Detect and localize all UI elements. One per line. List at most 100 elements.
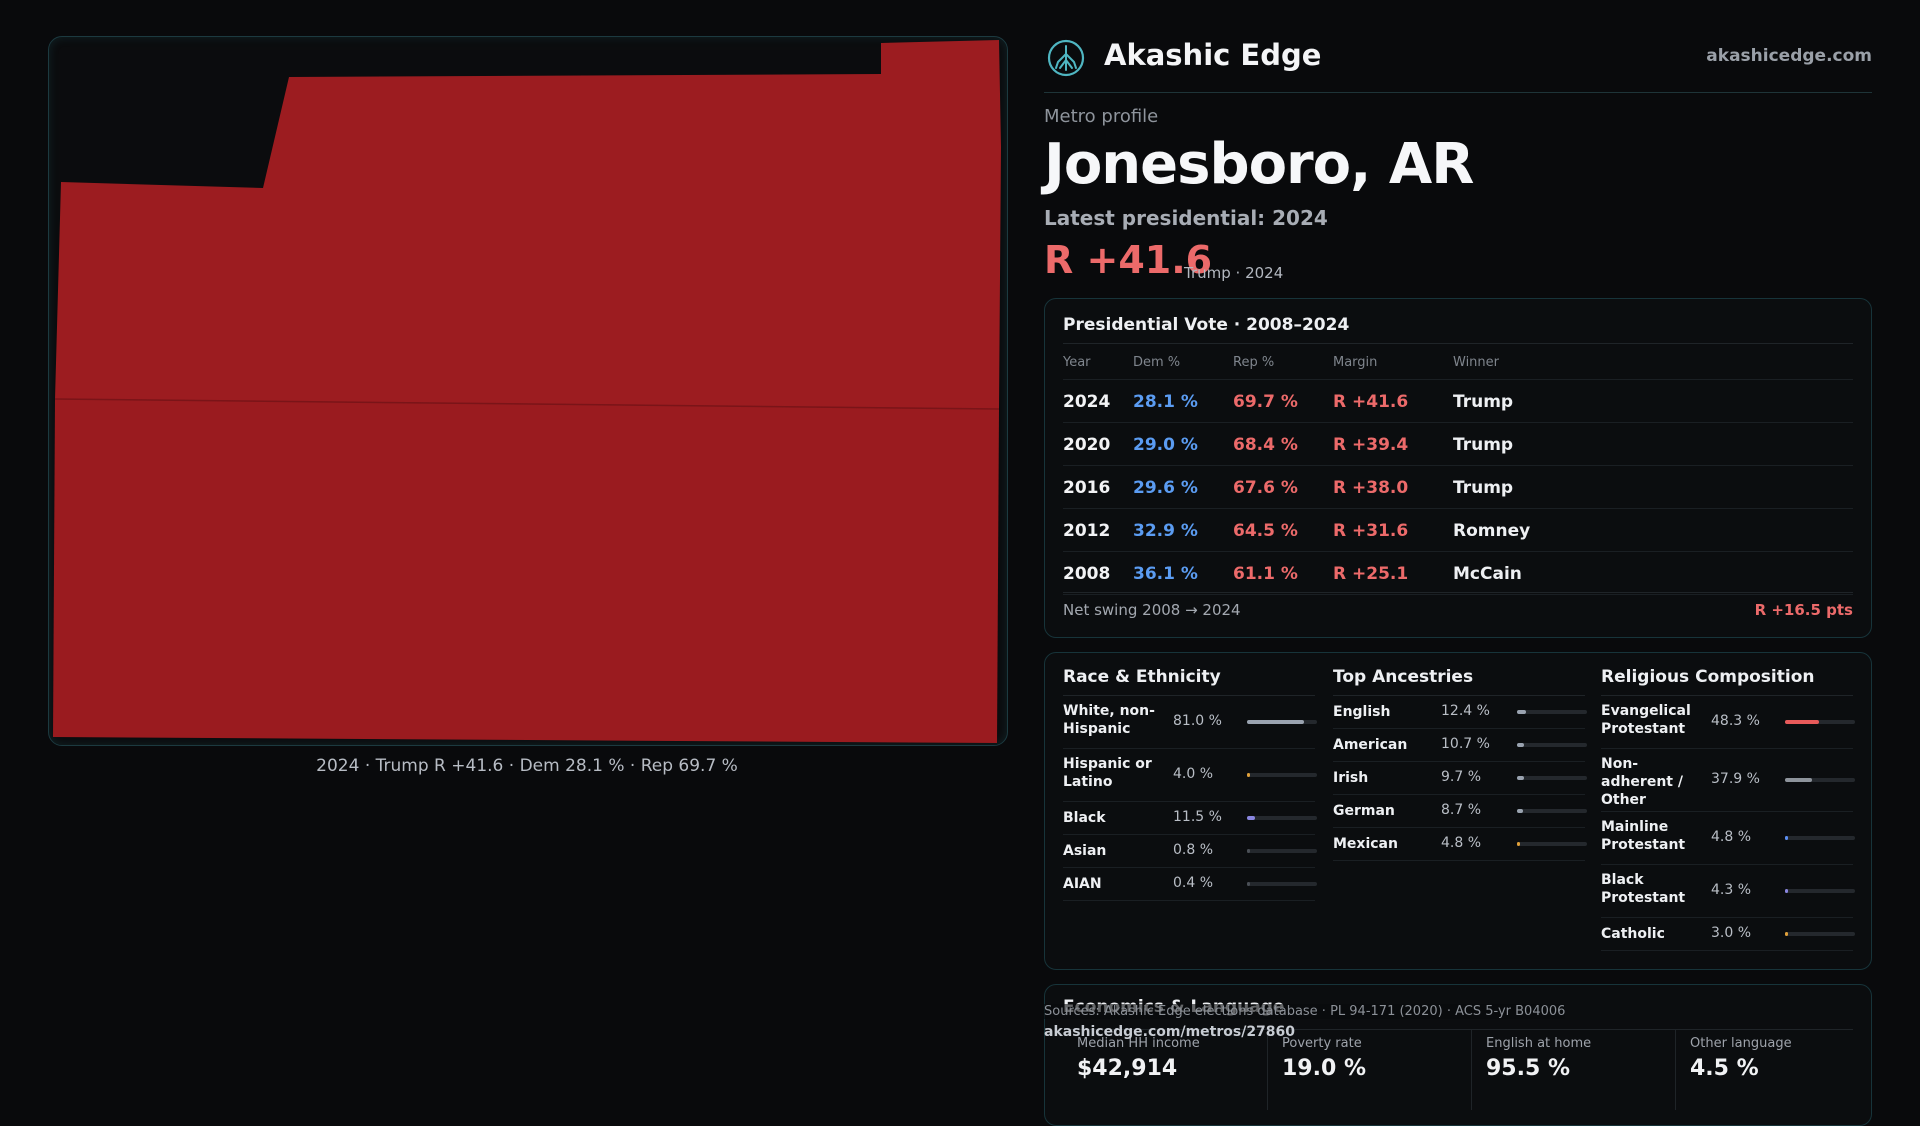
list-item: AIAN 0.4 % <box>1063 868 1317 901</box>
ancestry-list: English 12.4 % American 10.7 % Irish 9.7 % Ger… <box>1333 696 1587 861</box>
akashic-tree-icon[interactable] <box>1046 38 1086 78</box>
race-ethnicity-column: Race & Ethnicity White, non-Hispanic 81.0… <box>1063 667 1317 901</box>
metro-map[interactable] <box>48 36 1008 746</box>
share-bar <box>1517 809 1587 813</box>
item-name: Non-adherent / Other <box>1601 756 1683 808</box>
table-row: 2016 29.6 % 67.6 % R +38.0 Trump <box>1063 466 1853 509</box>
margin-cell: R +31.6 <box>1333 521 1409 541</box>
item-name: Black <box>1063 810 1106 826</box>
share-bar-fill <box>1785 889 1788 893</box>
county-north[interactable] <box>55 40 1001 409</box>
item-percent: 10.7 % <box>1441 736 1490 752</box>
winner-cell: McCain <box>1453 564 1522 584</box>
net-swing-label: Net swing 2008 → 2024 <box>1063 601 1241 619</box>
column-header-year: Year <box>1063 355 1091 370</box>
stat-poverty-rate: Poverty rate 19.0 % <box>1267 1030 1468 1110</box>
winner-cell: Romney <box>1453 521 1531 541</box>
share-bar-fill <box>1517 743 1524 747</box>
margin-cell: R +41.6 <box>1333 392 1409 412</box>
share-bar-fill <box>1247 773 1250 777</box>
stat-value: 4.5 % <box>1690 1056 1759 1081</box>
demographics-card: Race & Ethnicity White, non-Hispanic 81.0… <box>1044 652 1872 970</box>
item-percent: 11.5 % <box>1173 809 1222 825</box>
religious-composition-column: Religious Composition Evangelical Protes… <box>1601 667 1855 951</box>
list-item: Catholic 3.0 % <box>1601 918 1855 951</box>
share-bar <box>1517 842 1587 846</box>
year-cell: 2008 <box>1063 564 1111 584</box>
item-percent: 48.3 % <box>1711 713 1760 729</box>
year-cell: 2020 <box>1063 435 1111 455</box>
winner-cell: Trump <box>1453 392 1514 412</box>
permalink[interactable]: akashicedge.com/metros/27860 <box>1044 1024 1296 1040</box>
item-name: American <box>1333 737 1408 753</box>
top-ancestries-title: Top Ancestries <box>1333 667 1585 696</box>
brand-url-link[interactable]: akashicedge.com <box>1706 46 1872 66</box>
dem-cell: 32.9 % <box>1133 521 1198 541</box>
brand-name[interactable]: Akashic Edge <box>1104 38 1322 72</box>
list-item: Irish 9.7 % <box>1333 762 1587 795</box>
share-bar-fill <box>1785 836 1788 840</box>
economics-grid: Median HH income $42,914 Poverty rate 19… <box>1063 1029 1853 1110</box>
table-row: 2012 32.9 % 64.5 % R +31.6 Romney <box>1063 509 1853 552</box>
list-item: English 12.4 % <box>1333 696 1587 729</box>
county-border <box>54 398 1000 410</box>
list-item: Hispanic or Latino 4.0 % <box>1063 749 1317 802</box>
share-bar-fill <box>1247 816 1255 820</box>
presidential-vote-card: Presidential Vote · 2008–2024 Year Dem %… <box>1044 298 1872 638</box>
item-percent: 37.9 % <box>1711 771 1760 787</box>
winner-cell: Trump <box>1453 478 1514 498</box>
share-bar-fill <box>1517 710 1526 714</box>
column-header-margin: Margin <box>1333 355 1378 370</box>
latest-presidential-label: Latest presidential: 2024 <box>1044 206 1328 230</box>
share-bar <box>1517 743 1587 747</box>
margin-cell: R +39.4 <box>1333 435 1409 455</box>
column-header-rep: Rep % <box>1233 355 1275 370</box>
item-percent: 4.8 % <box>1711 829 1752 845</box>
share-bar <box>1785 778 1855 782</box>
item-percent: 0.8 % <box>1173 842 1214 858</box>
list-item: Black Protestant 4.3 % <box>1601 865 1855 918</box>
rep-cell: 64.5 % <box>1233 521 1298 541</box>
list-item: Black 11.5 % <box>1063 802 1317 835</box>
item-name: Mainline Protestant <box>1601 819 1686 853</box>
item-name: Hispanic or Latino <box>1063 756 1152 790</box>
column-header-dem: Dem % <box>1133 355 1181 370</box>
item-percent: 4.3 % <box>1711 882 1752 898</box>
share-bar-fill <box>1247 882 1250 886</box>
rep-cell: 61.1 % <box>1233 564 1298 584</box>
margin-cell: R +38.0 <box>1333 478 1409 498</box>
item-percent: 12.4 % <box>1441 703 1490 719</box>
list-item: American 10.7 % <box>1333 729 1587 762</box>
list-item: Mexican 4.8 % <box>1333 828 1587 861</box>
race-list: White, non-Hispanic 81.0 % Hispanic or Lat… <box>1063 696 1317 901</box>
dem-cell: 29.0 % <box>1133 435 1198 455</box>
race-ethnicity-title: Race & Ethnicity <box>1063 667 1315 696</box>
stat-english-at-home: English at home 95.5 % <box>1471 1030 1672 1110</box>
brand-header: Akashic Edge akashicedge.com <box>1044 32 1872 93</box>
religious-composition-title: Religious Composition <box>1601 667 1853 696</box>
share-bar <box>1785 932 1855 936</box>
list-item: Non-adherent / Other 37.9 % <box>1601 749 1855 812</box>
top-ancestries-column: Top Ancestries English 12.4 % American 10.7… <box>1333 667 1587 861</box>
list-item: German 8.7 % <box>1333 795 1587 828</box>
share-bar-fill <box>1517 842 1520 846</box>
item-name: Asian <box>1063 843 1107 859</box>
item-name: Evangelical Protestant <box>1601 703 1691 737</box>
headline-margin: R +41.6 <box>1044 238 1213 282</box>
item-percent: 4.8 % <box>1441 835 1482 851</box>
list-item: Mainline Protestant 4.8 % <box>1601 812 1855 865</box>
item-percent: 0.4 % <box>1173 875 1214 891</box>
item-percent: 3.0 % <box>1711 925 1752 941</box>
net-swing-row: Net swing 2008 → 2024 R +16.5 pts <box>1063 592 1853 619</box>
rep-cell: 67.6 % <box>1233 478 1298 498</box>
item-percent: 8.7 % <box>1441 802 1482 818</box>
margin-cell: R +25.1 <box>1333 564 1409 584</box>
stat-label: Median HH income <box>1077 1036 1200 1051</box>
item-name: White, non-Hispanic <box>1063 703 1155 737</box>
share-bar <box>1247 816 1317 820</box>
religion-list: Evangelical Protestant 48.3 % Non-adherent… <box>1601 696 1855 951</box>
share-bar <box>1517 776 1587 780</box>
net-swing-value: R +16.5 pts <box>1754 601 1853 619</box>
county-south[interactable] <box>53 399 999 743</box>
vote-card-title: Presidential Vote · 2008–2024 <box>1063 315 1350 335</box>
